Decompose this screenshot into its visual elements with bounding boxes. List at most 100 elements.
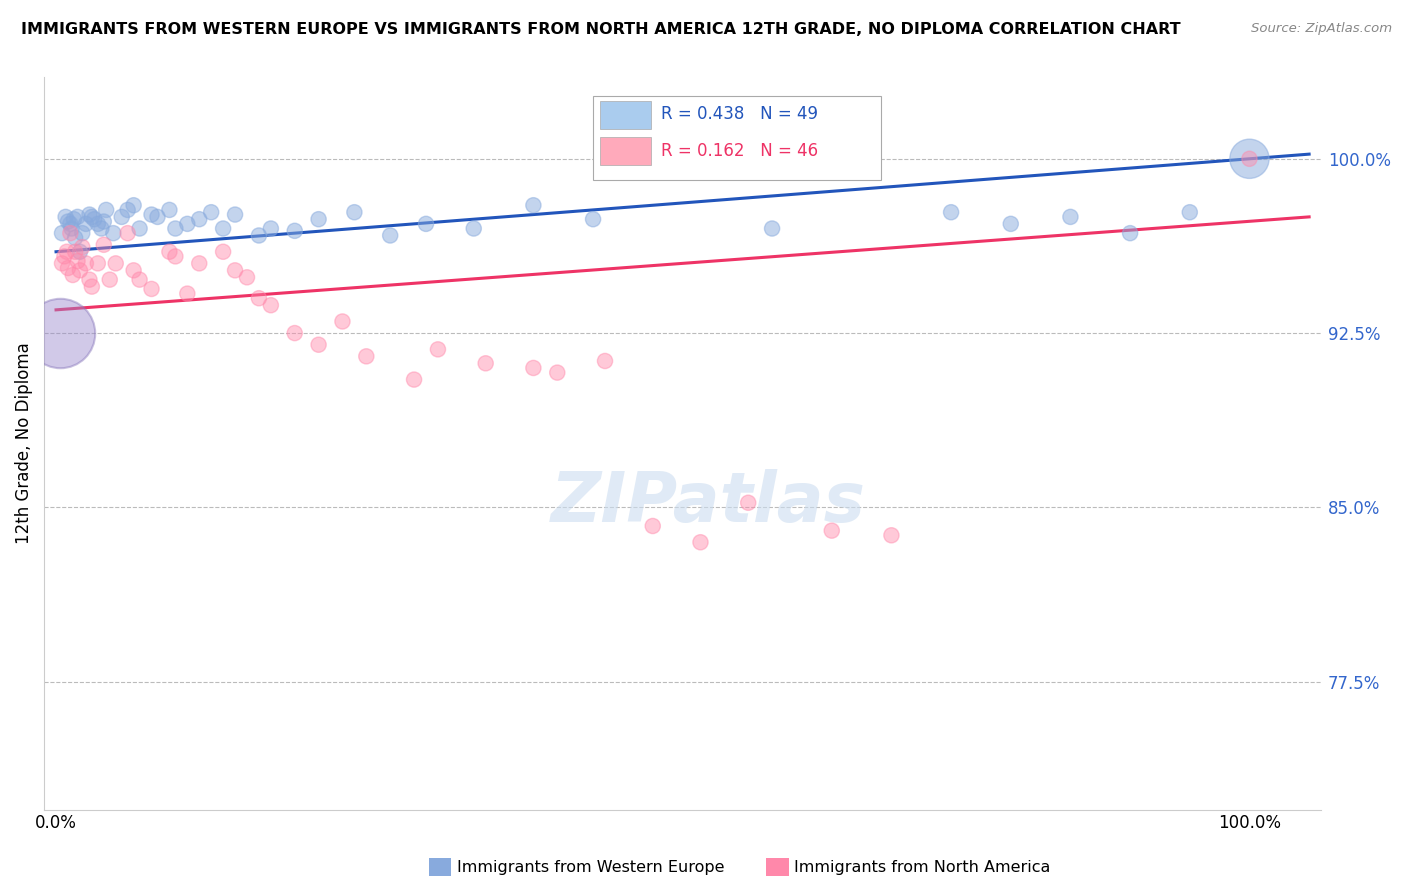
Point <box>522 361 544 376</box>
Point <box>63 244 86 259</box>
Point <box>56 260 79 275</box>
Point <box>53 249 76 263</box>
Point <box>141 208 163 222</box>
Point <box>157 202 180 217</box>
Point <box>284 326 307 340</box>
Point <box>165 249 187 263</box>
FancyBboxPatch shape <box>599 101 651 128</box>
Text: Source: ZipAtlas.com: Source: ZipAtlas.com <box>1251 22 1392 36</box>
Point <box>463 221 485 235</box>
Point <box>284 224 307 238</box>
Point <box>402 373 425 387</box>
Point <box>1000 217 1022 231</box>
Point <box>141 282 163 296</box>
Point <box>157 244 180 259</box>
Point <box>90 221 112 235</box>
Point <box>87 217 110 231</box>
Point <box>1119 226 1142 240</box>
Point <box>122 198 145 212</box>
Point <box>474 356 496 370</box>
Point <box>522 198 544 212</box>
Point <box>59 217 82 231</box>
Point <box>415 217 437 231</box>
Point <box>56 214 79 228</box>
Point <box>117 226 139 240</box>
Point <box>98 272 121 286</box>
FancyBboxPatch shape <box>593 95 880 180</box>
Point <box>939 205 962 219</box>
Point <box>111 210 134 224</box>
Point <box>821 524 844 538</box>
Point <box>56 244 79 259</box>
Point <box>1239 152 1261 166</box>
Point <box>380 228 402 243</box>
Point <box>51 226 73 240</box>
Point <box>66 254 89 268</box>
Point <box>176 217 198 231</box>
Point <box>55 210 77 224</box>
Text: R = 0.438   N = 49: R = 0.438 N = 49 <box>661 105 818 123</box>
Point <box>260 221 283 235</box>
Point <box>188 212 211 227</box>
Point <box>247 291 270 305</box>
Point <box>59 226 82 240</box>
Point <box>689 535 711 549</box>
Point <box>62 268 84 282</box>
Point <box>51 256 73 270</box>
Point <box>426 343 449 357</box>
Point <box>641 519 664 533</box>
Point <box>356 349 378 363</box>
FancyBboxPatch shape <box>599 137 651 165</box>
Point <box>104 256 127 270</box>
Point <box>224 263 246 277</box>
Point <box>72 240 94 254</box>
Point <box>69 263 91 277</box>
Point <box>80 210 103 224</box>
Point <box>247 228 270 243</box>
Point <box>236 270 259 285</box>
Point <box>128 272 150 286</box>
Text: ZIPatlas: ZIPatlas <box>551 468 866 535</box>
Point <box>75 256 97 270</box>
Point <box>737 496 759 510</box>
Text: Immigrants from North America: Immigrants from North America <box>794 861 1050 875</box>
Y-axis label: 12th Grade, No Diploma: 12th Grade, No Diploma <box>15 343 32 544</box>
Point <box>761 221 783 235</box>
Point <box>79 272 101 286</box>
Point <box>146 210 169 224</box>
Point <box>308 212 330 227</box>
Point <box>165 221 187 235</box>
Point <box>176 286 198 301</box>
Point <box>117 202 139 217</box>
Point <box>96 202 118 217</box>
Point <box>1239 152 1261 166</box>
Point <box>546 366 568 380</box>
Point <box>593 354 616 368</box>
Point <box>87 256 110 270</box>
Point <box>83 212 105 227</box>
Point <box>66 210 89 224</box>
Point <box>93 237 115 252</box>
Text: Immigrants from Western Europe: Immigrants from Western Europe <box>457 861 724 875</box>
Point <box>69 244 91 259</box>
Text: R = 0.162   N = 46: R = 0.162 N = 46 <box>661 142 818 160</box>
Point <box>212 221 235 235</box>
Point <box>79 208 101 222</box>
Point <box>188 256 211 270</box>
Point <box>128 221 150 235</box>
Point <box>63 212 86 227</box>
Point <box>93 214 115 228</box>
Point <box>63 231 86 245</box>
Point <box>212 244 235 259</box>
Point <box>103 226 125 240</box>
Point <box>80 279 103 293</box>
Text: IMMIGRANTS FROM WESTERN EUROPE VS IMMIGRANTS FROM NORTH AMERICA 12TH GRADE, NO D: IMMIGRANTS FROM WESTERN EUROPE VS IMMIGR… <box>21 22 1181 37</box>
Point <box>308 337 330 351</box>
Point <box>1059 210 1081 224</box>
Point <box>343 205 366 219</box>
Point <box>60 221 83 235</box>
Point <box>1178 205 1201 219</box>
Point <box>122 263 145 277</box>
Point <box>332 314 354 328</box>
Point <box>75 217 97 231</box>
